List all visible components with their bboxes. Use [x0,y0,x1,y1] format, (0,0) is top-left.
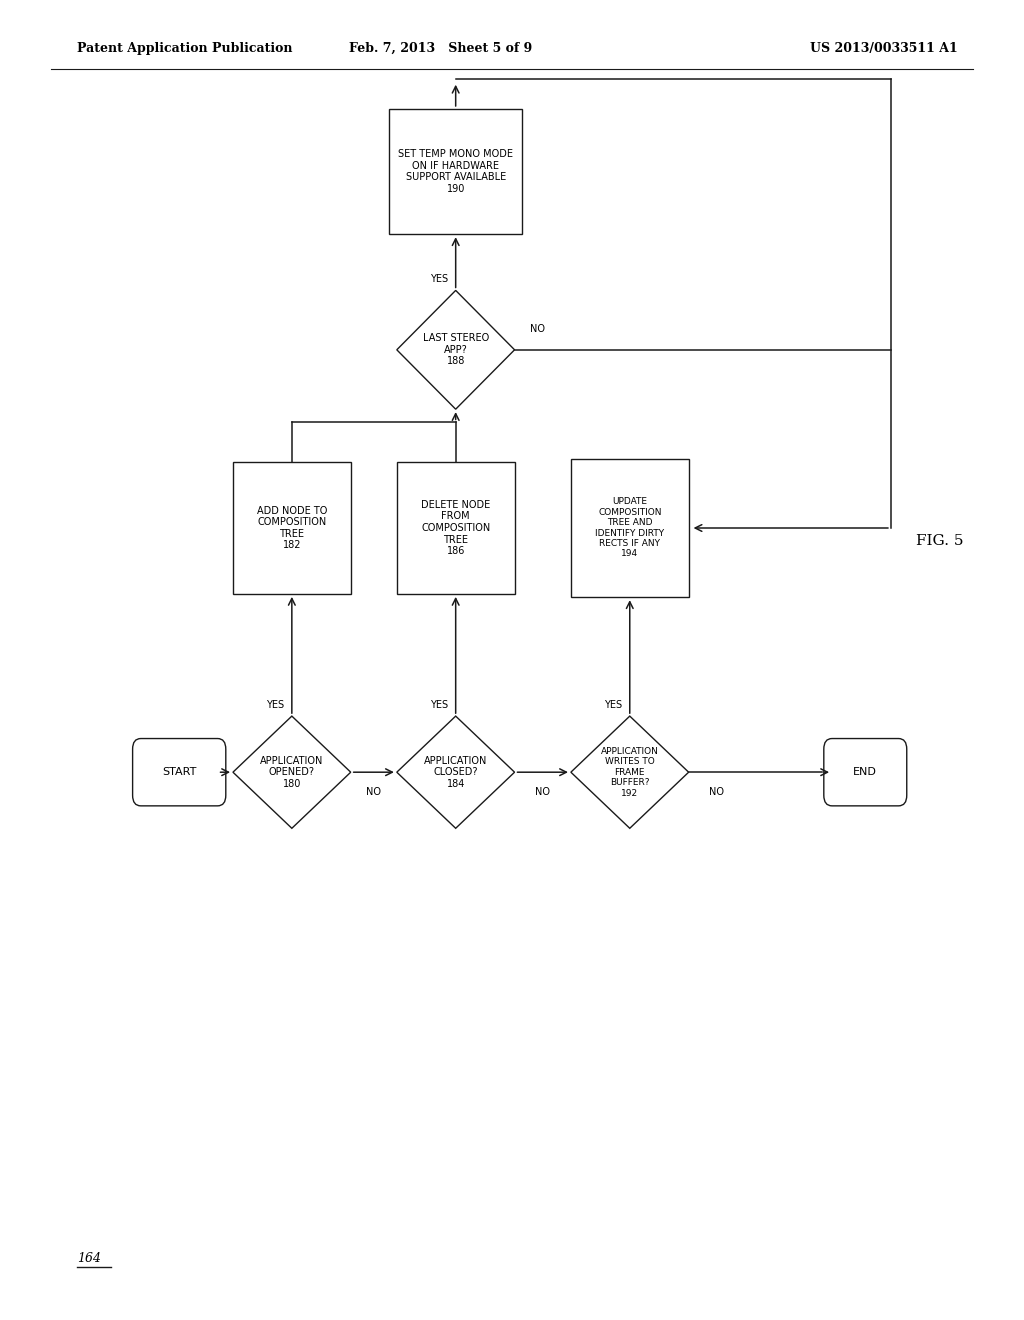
Bar [389,110,522,235]
Polygon shape [232,715,350,829]
Text: YES: YES [430,700,449,710]
Text: END: END [853,767,878,777]
Text: Patent Application Publication: Patent Application Publication [77,42,292,54]
FancyBboxPatch shape [823,739,907,805]
Text: NO: NO [367,787,381,797]
Text: APPLICATION
WRITES TO
FRAME
BUFFER?
192: APPLICATION WRITES TO FRAME BUFFER? 192 [601,747,658,797]
Text: FIG. 5: FIG. 5 [916,535,964,548]
Polygon shape [397,715,515,829]
Text: START: START [162,767,197,777]
Text: NO: NO [709,787,724,797]
Text: SET TEMP MONO MODE
ON IF HARDWARE
SUPPORT AVAILABLE
190: SET TEMP MONO MODE ON IF HARDWARE SUPPOR… [398,149,513,194]
Text: YES: YES [430,273,449,284]
Polygon shape [397,290,515,409]
Text: Feb. 7, 2013   Sheet 5 of 9: Feb. 7, 2013 Sheet 5 of 9 [349,42,531,54]
Bar [232,462,350,594]
Bar [397,462,515,594]
Text: NO: NO [530,323,545,334]
Text: NO: NO [536,787,550,797]
Text: DELETE NODE
FROM
COMPOSITION
TREE
186: DELETE NODE FROM COMPOSITION TREE 186 [421,500,490,556]
Text: 164: 164 [77,1251,100,1265]
Text: YES: YES [604,700,623,710]
Text: UPDATE
COMPOSITION
TREE AND
IDENTIFY DIRTY
RECTS IF ANY
194: UPDATE COMPOSITION TREE AND IDENTIFY DIR… [595,498,665,558]
Text: APPLICATION
OPENED?
180: APPLICATION OPENED? 180 [260,755,324,789]
FancyBboxPatch shape [132,739,225,805]
Text: APPLICATION
CLOSED?
184: APPLICATION CLOSED? 184 [424,755,487,789]
Bar [571,459,688,597]
Text: US 2013/0033511 A1: US 2013/0033511 A1 [810,42,957,54]
Text: LAST STEREO
APP?
188: LAST STEREO APP? 188 [423,333,488,367]
Text: ADD NODE TO
COMPOSITION
TREE
182: ADD NODE TO COMPOSITION TREE 182 [257,506,327,550]
Polygon shape [571,715,688,829]
Text: YES: YES [266,700,285,710]
